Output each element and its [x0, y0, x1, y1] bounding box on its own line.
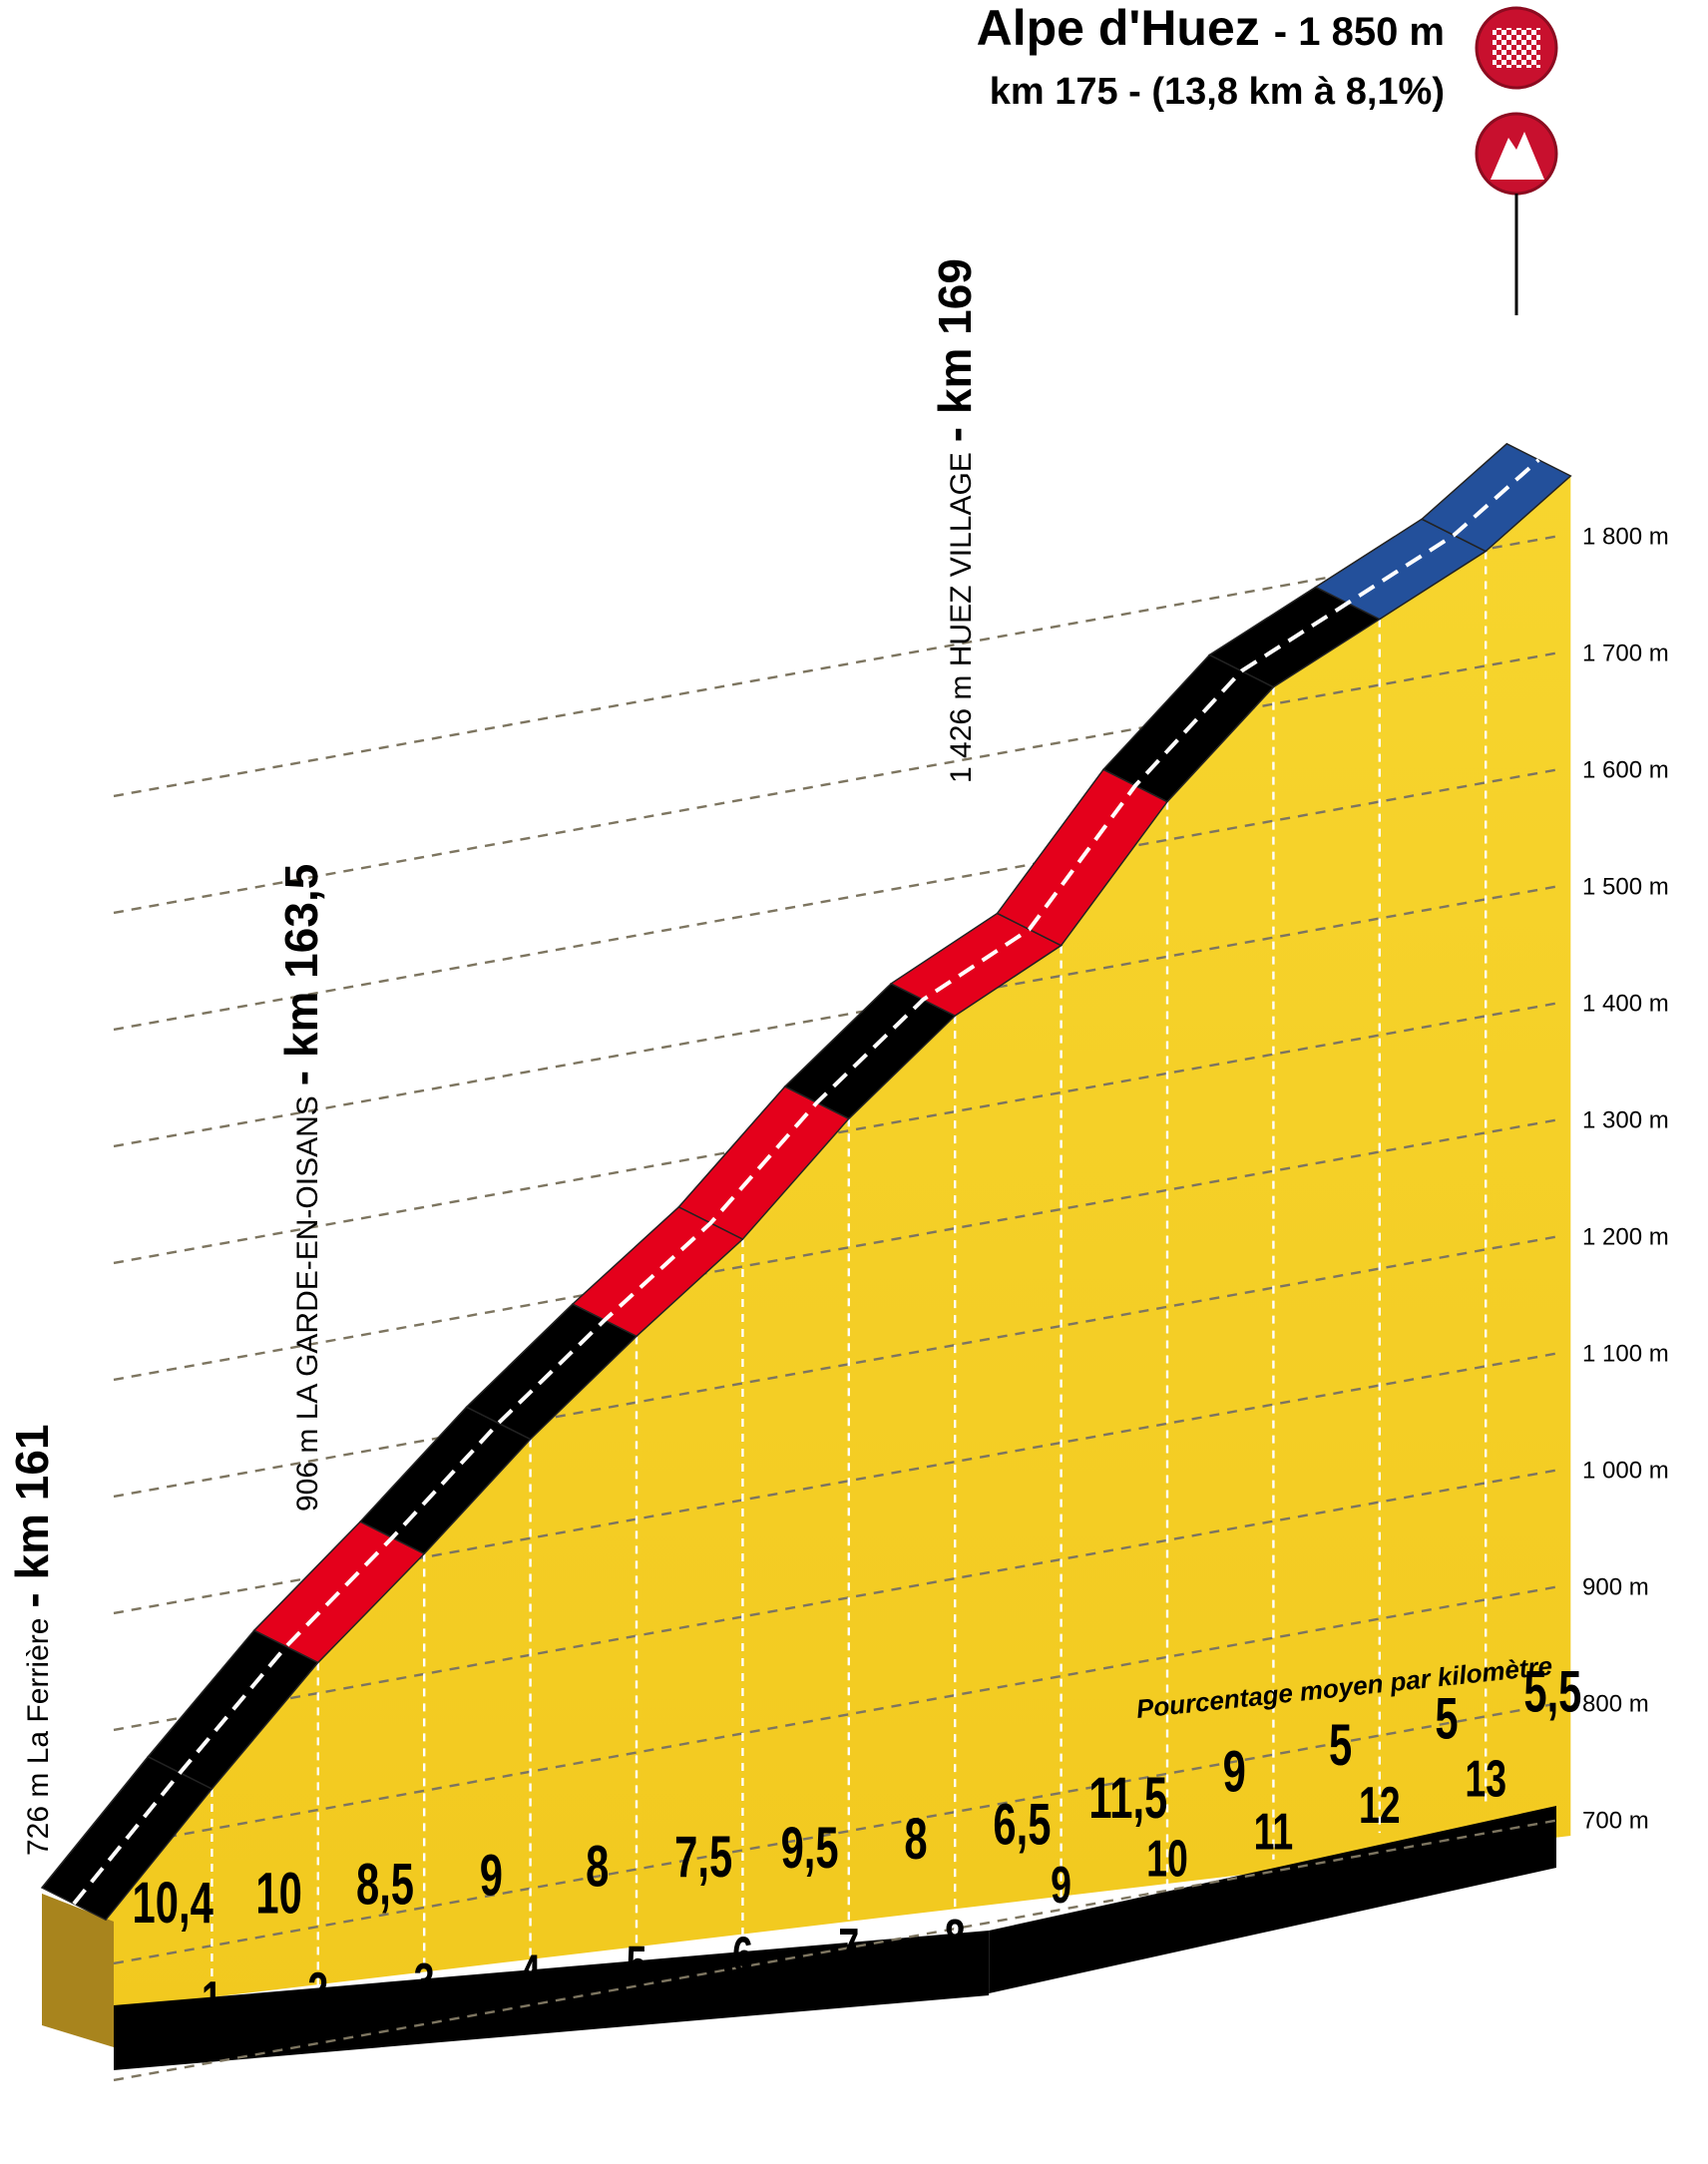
- grid-line: [113, 1235, 1559, 1499]
- altitude-tick-label: 700 m: [1582, 1807, 1649, 1834]
- km-gradient-label: 10,4: [133, 1870, 214, 1935]
- km-tick-label: 1: [202, 1970, 222, 2029]
- km-gradient-label: 8: [904, 1806, 927, 1871]
- terrain-left-face: [42, 1894, 114, 2047]
- km-tick-label: 10: [1146, 1829, 1188, 1888]
- km-gradient-label: 8,5: [356, 1852, 414, 1917]
- km-tick-label: 3: [414, 1952, 435, 2011]
- km-tick-label: 12: [1359, 1776, 1401, 1835]
- svg-text:1 426 m HUEZ VILLAGE- km 169: 1 426 m HUEZ VILLAGE - km 169: [929, 258, 981, 783]
- waypoint-label: 1 426 m HUEZ VILLAGE: [945, 452, 978, 783]
- km-gradient-label: 9,5: [781, 1815, 839, 1880]
- waypoint-la-garde: 906 m LA GARDE-EN-OISANS - km 163,5: [275, 864, 327, 1512]
- altitude-tick-label: 1 100 m: [1582, 1340, 1669, 1367]
- km-gradient-labels: 10,4 10 8,5 9 8 7,5 9,5 8 6,5 11,5 9 5 5 5,5: [133, 1659, 1582, 1936]
- altitude-grid: [113, 535, 1559, 2082]
- grid-line: [113, 535, 1559, 798]
- km-gradient-label: 11,5: [1088, 1765, 1167, 1830]
- km-tick-labels: 1 2 3 4 5 6 7 89 10 11 12 13: [202, 1749, 1506, 2028]
- km-gradient-label: 5: [1329, 1712, 1352, 1777]
- svg-text:Alpe d'Huez- 1 850 m: Alpe d'Huez - 1 850 m: [977, 0, 1445, 56]
- chart-title: Alpe d'Huez - 1 850 m km 175 - (13,8 km à…: [977, 0, 1445, 113]
- svg-text:906 m LA GARDE-EN-OISANS- km: 906 m LA GARDE-EN-OISANS - km 163,5: [275, 864, 327, 1512]
- km-dividers: [211, 551, 1488, 1997]
- waypoint-label: 726 m La Ferrière: [22, 1618, 55, 1856]
- altitude-tick-label: 1 400 m: [1582, 990, 1669, 1017]
- grid-line: [113, 1118, 1559, 1382]
- terrain-area: [42, 476, 1571, 2017]
- waypoint-km: - km 169: [929, 258, 981, 442]
- waypoint-km: - km 161: [6, 1424, 58, 1607]
- waypoint-km: - km 163,5: [275, 864, 327, 1085]
- grid-line: [113, 1585, 1559, 1849]
- km-tick-label: 11: [1254, 1803, 1294, 1862]
- km-tick-label: 8: [945, 1909, 966, 1967]
- km-gradient-label: 6,5: [993, 1792, 1051, 1857]
- grid-line: [113, 1702, 1559, 1965]
- km-tick-label: 4: [520, 1944, 541, 2002]
- km-scale-front-band: [114, 1931, 990, 2070]
- km-tick-label: 13: [1465, 1749, 1506, 1808]
- km-gradient-label: 8: [586, 1834, 609, 1899]
- altitude-tick-label: 1 600 m: [1582, 756, 1669, 783]
- waypoint-label: 906 m LA GARDE-EN-OISANS: [291, 1095, 324, 1512]
- altitude-tick-label: 1 500 m: [1582, 873, 1669, 900]
- grid-line: [113, 1469, 1559, 1732]
- km-tick-label: 9: [1051, 1856, 1071, 1915]
- summit-icon: [1475, 112, 1558, 196]
- chart-subtitle: km 175 - (13,8 km à 8,1%): [990, 71, 1445, 113]
- climb-name: Alpe d'Huez: [977, 0, 1260, 56]
- grid-line: [113, 768, 1559, 1032]
- grid-line: [113, 885, 1559, 1148]
- route-centerline: [72, 458, 1540, 1906]
- altitude-tick-label: 1 800 m: [1582, 523, 1669, 550]
- km-gradient-label: 10: [255, 1861, 301, 1926]
- altitude-tick-label: 1 700 m: [1582, 640, 1669, 666]
- km-tick-label: 2: [307, 1961, 328, 2020]
- km-tick-label: 5: [627, 1935, 647, 1993]
- svg-text:726 m La Ferrière- km 161: 726 m La Ferrière - km 161: [6, 1424, 58, 1856]
- km-gradient-label: 7,5: [674, 1824, 732, 1889]
- km-gradient-label: 5: [1435, 1686, 1458, 1751]
- waypoint-huez-village: 1 426 m HUEZ VILLAGE - km 169: [929, 258, 981, 783]
- km-tick-label: 6: [732, 1927, 753, 1985]
- waypoint-la-ferriere: 726 m La Ferrière - km 161: [6, 1424, 58, 1856]
- altitude-tick-label: 1 200 m: [1582, 1223, 1669, 1250]
- grid-line: [113, 1002, 1559, 1265]
- altitude-tick-label: 900 m: [1582, 1573, 1649, 1600]
- km-gradient-label: 5,5: [1523, 1659, 1581, 1724]
- km-gradient-label: 9: [480, 1843, 503, 1908]
- climb-altitude: - 1 850 m: [1274, 10, 1445, 54]
- altitude-tick-label: 1 000 m: [1582, 1457, 1669, 1484]
- altitude-axis-labels: 1 800 m 1 700 m 1 600 m 1 500 m 1 400 m 1 300…: [1582, 523, 1669, 1834]
- finish-flag-icon: [1475, 6, 1558, 90]
- altitude-tick-label: 1 300 m: [1582, 1106, 1669, 1133]
- km-gradient-label: 9: [1223, 1739, 1246, 1804]
- km-scale-back-band: [989, 1806, 1556, 1993]
- grid-line: [113, 651, 1559, 915]
- grid-line: [113, 1819, 1559, 2082]
- km-tick-label: 7: [838, 1918, 859, 1976]
- grid-line: [113, 1352, 1559, 1615]
- altitude-tick-label: 800 m: [1582, 1690, 1649, 1717]
